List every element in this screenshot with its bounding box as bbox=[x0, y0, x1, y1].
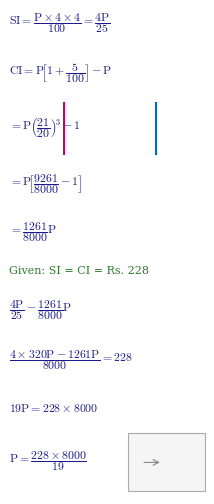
Bar bbox=[128, 433, 205, 491]
Text: $\mathrm{SI} = \dfrac{\mathrm{P} \times 4 \times 4}{100} = \dfrac{4\mathrm{P}}{2: $\mathrm{SI} = \dfrac{\mathrm{P} \times … bbox=[9, 11, 110, 35]
Text: $\mathrm{CI} = \mathrm{P}\!\left[1 + \dfrac{5}{100}\right] - \mathrm{P}$: $\mathrm{CI} = \mathrm{P}\!\left[1 + \df… bbox=[9, 61, 111, 85]
Text: $\dfrac{4 \times 320\mathrm{P} - 1261\mathrm{P}}{8000} = 228$: $\dfrac{4 \times 320\mathrm{P} - 1261\ma… bbox=[9, 348, 132, 372]
Text: $19\mathrm{P} = 228 \times 8000$: $19\mathrm{P} = 228 \times 8000$ bbox=[9, 402, 98, 415]
Text: Given: SI = CI = Rs. 228: Given: SI = CI = Rs. 228 bbox=[9, 266, 149, 276]
Text: $\mathrm{P} = \dfrac{228 \times 8000}{19}$: $\mathrm{P} = \dfrac{228 \times 8000}{19… bbox=[9, 449, 86, 473]
Text: $= \mathrm{P}\left(\dfrac{21}{20}\right)^{\!3} - 1$: $= \mathrm{P}\left(\dfrac{21}{20}\right)… bbox=[9, 116, 80, 141]
Text: $\dfrac{4\mathrm{P}}{25} - \dfrac{1261}{8000}\mathrm{P}$: $\dfrac{4\mathrm{P}}{25} - \dfrac{1261}{… bbox=[9, 298, 72, 322]
Text: $= \mathrm{P}\!\left[\dfrac{9261}{8000} - 1\right]$: $= \mathrm{P}\!\left[\dfrac{9261}{8000} … bbox=[9, 172, 82, 196]
Text: $= \dfrac{1261}{8000}\mathrm{P}$: $= \dfrac{1261}{8000}\mathrm{P}$ bbox=[9, 220, 56, 244]
